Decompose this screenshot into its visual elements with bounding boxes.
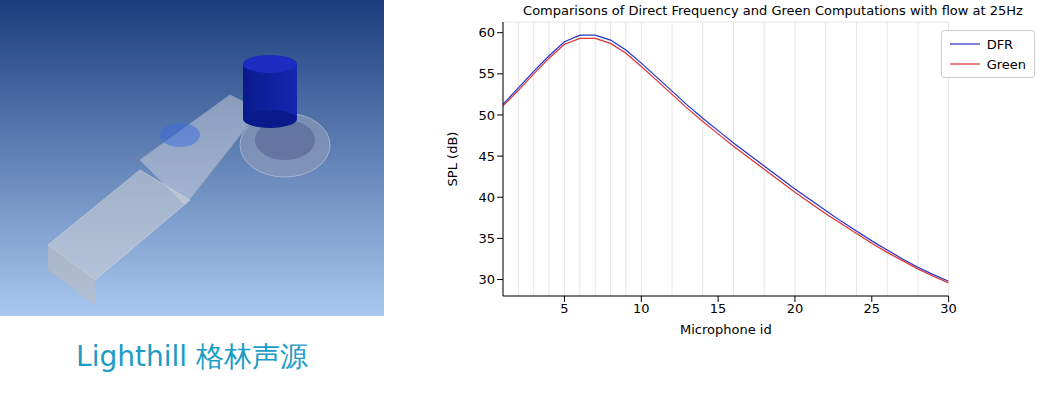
svg-text:45: 45	[478, 149, 495, 164]
svg-text:25: 25	[864, 301, 881, 316]
svg-text:35: 35	[478, 231, 495, 246]
svg-text:15: 15	[710, 301, 727, 316]
svg-text:10: 10	[633, 301, 650, 316]
svg-text:60: 60	[478, 25, 495, 40]
svg-text:40: 40	[478, 190, 495, 205]
svg-text:55: 55	[478, 66, 495, 81]
html-text:Green: Green	[986, 56, 1026, 72]
html-text:Lighthill 格林声源: Lighthill 格林声源	[76, 340, 308, 373]
svg-text:50: 50	[478, 108, 495, 123]
svg-text:5: 5	[560, 301, 568, 316]
svg-text:20: 20	[787, 301, 804, 316]
svg-text:Microphone id: Microphone id	[680, 322, 772, 337]
html-text:DFR: DFR	[986, 36, 1014, 52]
html-text:Comparisons of Direct Frequenc: Comparisons of Direct Frequency and Gree…	[523, 3, 1023, 18]
svg-text:30: 30	[940, 301, 957, 316]
svg-text:SPL (dB): SPL (dB)	[445, 132, 460, 187]
svg-text:30: 30	[478, 272, 495, 287]
